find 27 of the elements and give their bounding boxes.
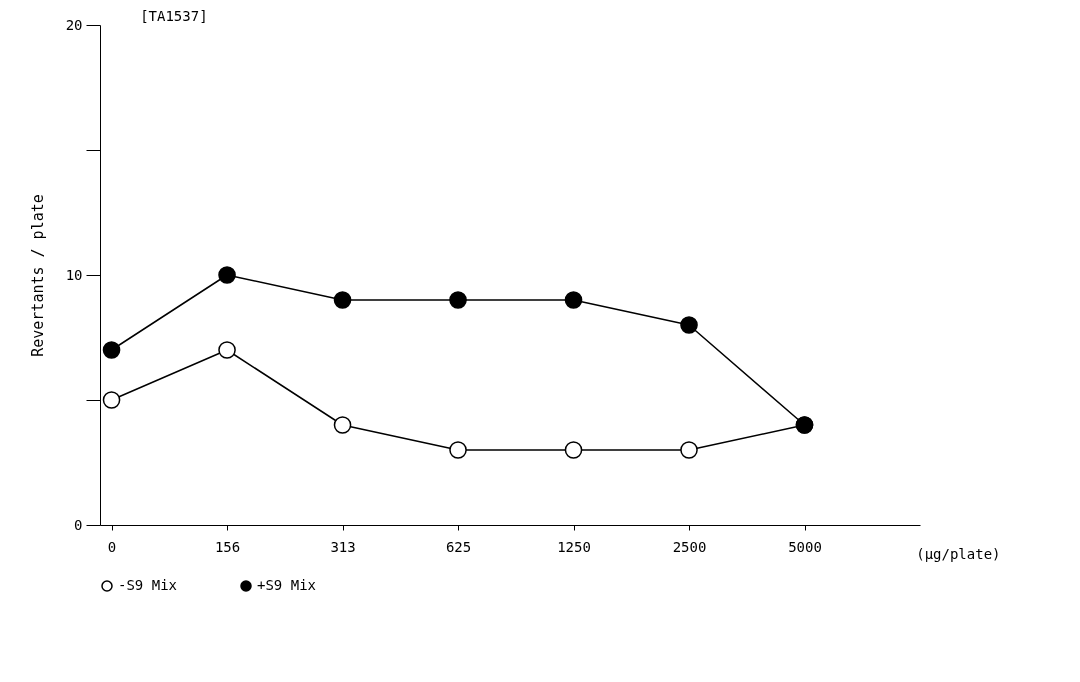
legend-label: -S9 Mix (118, 577, 178, 593)
point (218, 266, 236, 284)
point (333, 416, 352, 434)
point (680, 316, 698, 334)
x-tick-label: 2500 (672, 538, 707, 555)
x-tick-label: 156 (214, 538, 241, 555)
point (564, 441, 583, 459)
point (680, 441, 698, 459)
y-axis-title: Revertants / plate (28, 194, 47, 357)
point (449, 291, 467, 309)
y-tick-label: 10 (65, 266, 83, 283)
x-axis-title: (µg/plate) (916, 545, 1001, 562)
y-tick-label: 20 (65, 16, 83, 33)
point (333, 291, 352, 309)
point (564, 291, 583, 309)
legend-label: +S9 Mix (257, 577, 317, 593)
point (218, 341, 236, 359)
point (102, 341, 121, 359)
y-tick-label: 0 (74, 516, 83, 533)
x-tick-label: 313 (330, 538, 356, 555)
chart-title: [TA1537] (140, 8, 208, 24)
point (449, 441, 467, 459)
x-tick-label: 5000 (788, 538, 822, 555)
point (102, 391, 121, 409)
x-tick-label: 0 (107, 538, 117, 555)
x-tick-label: 625 (445, 538, 472, 555)
x-tick-label: 1250 (557, 538, 591, 555)
